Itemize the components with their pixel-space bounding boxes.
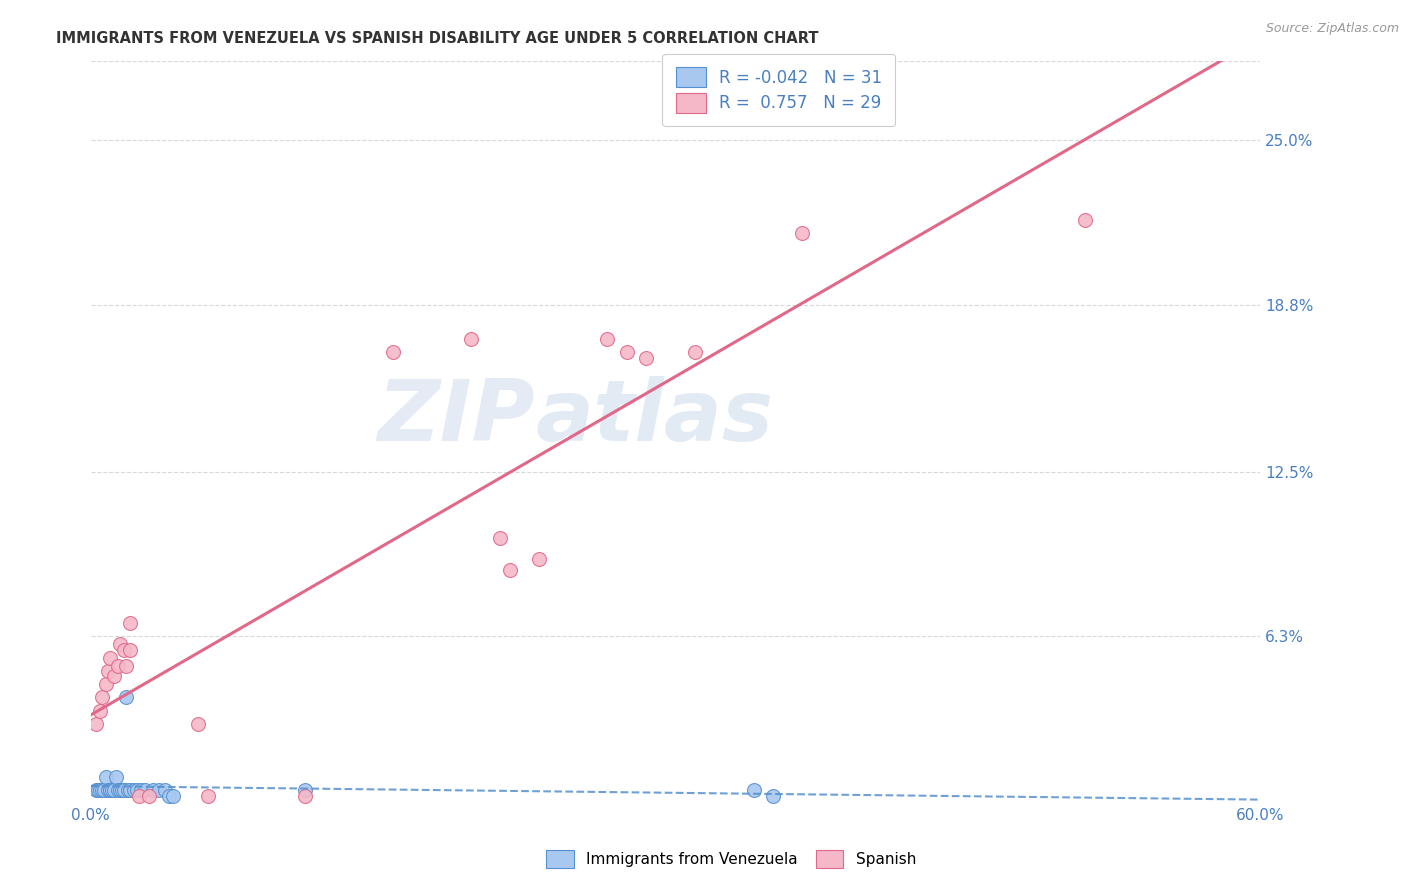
Point: [294, 783, 316, 797]
Point: [127, 783, 149, 797]
Point: [89, 783, 111, 797]
Point: [114, 690, 136, 705]
Point: [1074, 212, 1097, 227]
Point: [98, 650, 121, 665]
Point: [117, 783, 139, 797]
Text: atlas: atlas: [536, 376, 773, 458]
Point: [107, 783, 129, 797]
Point: [97, 664, 120, 678]
Point: [98, 783, 121, 797]
Point: [527, 552, 550, 566]
Point: [138, 789, 160, 803]
Point: [636, 351, 658, 365]
Legend: R = -0.042   N = 31, R =  0.757   N = 29: R = -0.042 N = 31, R = 0.757 N = 29: [662, 54, 896, 126]
Point: [112, 642, 135, 657]
Point: [134, 783, 156, 797]
Point: [162, 789, 184, 803]
Point: [148, 783, 170, 797]
Point: [197, 789, 219, 803]
Point: [111, 783, 134, 797]
Point: [142, 783, 165, 797]
Point: [118, 642, 141, 657]
Point: [86, 717, 108, 731]
Point: [97, 783, 120, 797]
Text: IMMIGRANTS FROM VENEZUELA VS SPANISH DISABILITY AGE UNDER 5 CORRELATION CHART: IMMIGRANTS FROM VENEZUELA VS SPANISH DIS…: [56, 31, 818, 46]
Point: [93, 783, 115, 797]
Point: [91, 690, 114, 705]
Point: [596, 332, 619, 346]
Point: [96, 677, 118, 691]
Point: [489, 531, 512, 545]
Point: [112, 783, 135, 797]
Point: [157, 789, 180, 803]
Point: [104, 770, 127, 784]
Point: [103, 783, 125, 797]
Point: [89, 704, 111, 718]
Point: [107, 658, 129, 673]
Point: [381, 345, 404, 359]
Point: [108, 637, 131, 651]
Point: [616, 345, 638, 359]
Point: [87, 783, 110, 797]
Point: [128, 789, 150, 803]
Point: [91, 783, 114, 797]
Point: [118, 616, 141, 631]
Point: [131, 783, 153, 797]
Point: [460, 332, 482, 346]
Legend: Immigrants from Venezuela, Spanish: Immigrants from Venezuela, Spanish: [534, 838, 928, 880]
Text: ZIP: ZIP: [378, 376, 536, 458]
Point: [114, 658, 136, 673]
Point: [96, 770, 118, 784]
Point: [187, 717, 209, 731]
Point: [122, 783, 145, 797]
Point: [153, 783, 176, 797]
Point: [742, 783, 765, 797]
Point: [86, 783, 108, 797]
Point: [762, 789, 785, 803]
Point: [98, 783, 121, 797]
Point: [103, 669, 125, 683]
Text: Source: ZipAtlas.com: Source: ZipAtlas.com: [1265, 22, 1399, 36]
Point: [108, 783, 131, 797]
Point: [101, 783, 124, 797]
Point: [792, 226, 814, 240]
Point: [294, 789, 316, 803]
Point: [499, 563, 522, 577]
Point: [118, 783, 141, 797]
Point: [683, 345, 706, 359]
